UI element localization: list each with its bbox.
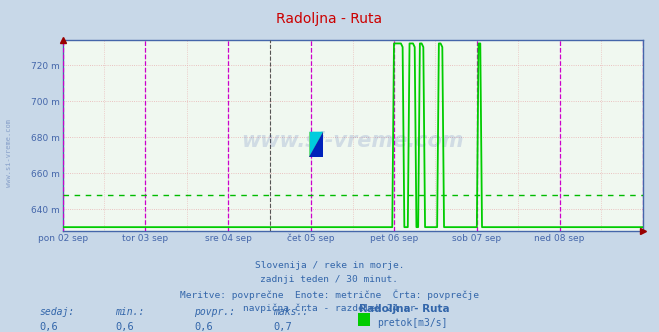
Text: Meritve: povprečne  Enote: metrične  Črta: povprečje: Meritve: povprečne Enote: metrične Črta:… bbox=[180, 289, 479, 300]
Text: 0,6: 0,6 bbox=[194, 322, 213, 332]
Text: min.:: min.: bbox=[115, 307, 145, 317]
Text: Radoljna - Ruta: Radoljna - Ruta bbox=[359, 304, 450, 314]
Text: pretok[m3/s]: pretok[m3/s] bbox=[378, 318, 448, 328]
Text: navpična črta - razdelek 24 ur: navpična črta - razdelek 24 ur bbox=[243, 303, 416, 313]
Text: Radoljna - Ruta: Radoljna - Ruta bbox=[276, 12, 383, 26]
Text: www.si-vreme.com: www.si-vreme.com bbox=[241, 131, 464, 151]
Text: 0,6: 0,6 bbox=[40, 322, 58, 332]
Polygon shape bbox=[310, 132, 323, 157]
Text: povpr.:: povpr.: bbox=[194, 307, 235, 317]
Text: 0,7: 0,7 bbox=[273, 322, 292, 332]
Text: Slovenija / reke in morje.: Slovenija / reke in morje. bbox=[255, 261, 404, 270]
Polygon shape bbox=[310, 132, 323, 157]
Bar bbox=[310, 132, 323, 157]
Text: www.si-vreme.com: www.si-vreme.com bbox=[5, 119, 12, 187]
Text: 0,6: 0,6 bbox=[115, 322, 134, 332]
Text: sedaj:: sedaj: bbox=[40, 307, 74, 317]
Text: maks.:: maks.: bbox=[273, 307, 308, 317]
Text: zadnji teden / 30 minut.: zadnji teden / 30 minut. bbox=[260, 275, 399, 284]
